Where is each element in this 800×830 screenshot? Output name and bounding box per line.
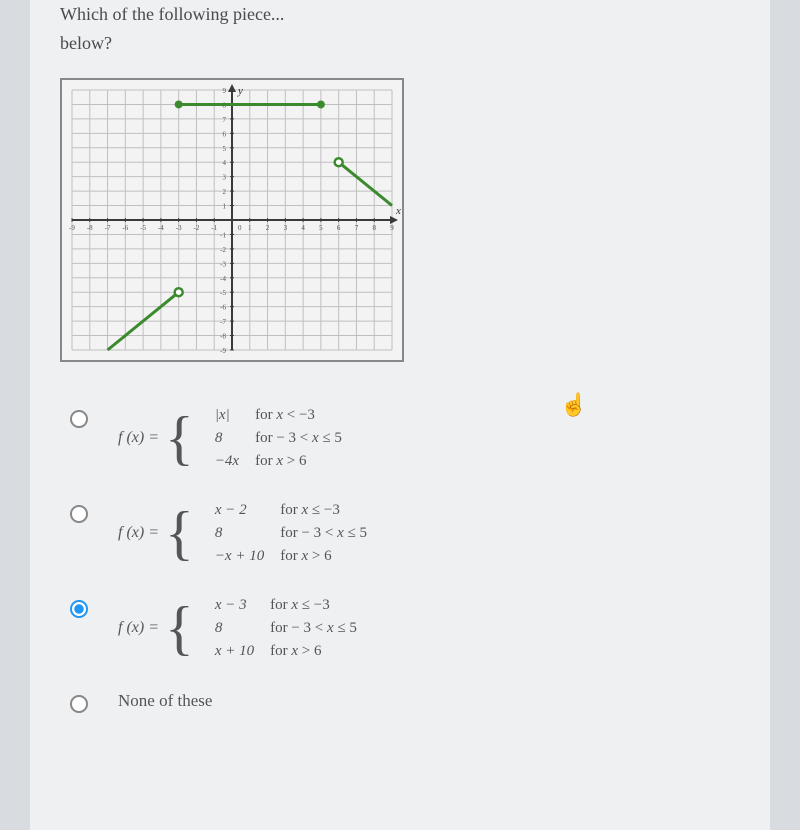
brace-icon: { <box>165 410 194 466</box>
svg-text:-6: -6 <box>220 303 226 311</box>
svg-text:7: 7 <box>223 115 227 123</box>
piece-cond: for x > 6 <box>254 452 343 471</box>
svg-text:9: 9 <box>390 224 394 232</box>
option-math-3: f (x) ={x − 3for x ≤ −38for − 3 < x ≤ 5x… <box>118 592 372 665</box>
svg-text:3: 3 <box>284 224 288 232</box>
svg-text:2: 2 <box>223 188 227 196</box>
fx-label: f (x) = <box>118 619 159 637</box>
fx-label: f (x) = <box>118 524 159 542</box>
svg-text:4: 4 <box>223 159 227 167</box>
svg-text:0: 0 <box>238 224 242 232</box>
piece-cond: for x ≤ −3 <box>279 501 368 520</box>
svg-text:-4: -4 <box>220 274 226 282</box>
pieces-table: x − 3 for x ≤ −3 8 for − 3 < x ≤ 5 x + 10 for… <box>200 592 372 665</box>
svg-text:-2: -2 <box>194 224 200 232</box>
svg-text:-8: -8 <box>87 224 93 232</box>
question-text: Which of the following piece... below? <box>60 0 740 58</box>
piece-expr: x − 3 <box>214 596 255 615</box>
none-label: None of these <box>118 691 212 711</box>
svg-text:5: 5 <box>223 144 227 152</box>
svg-text:-1: -1 <box>211 224 217 232</box>
cursor-pointer-icon: ☝ <box>560 392 587 418</box>
fx-label: f (x) = <box>118 429 159 447</box>
svg-text:-2: -2 <box>220 245 226 253</box>
svg-text:-7: -7 <box>220 318 226 326</box>
piece-cond: for x > 6 <box>269 642 358 661</box>
piece-expr: −x + 10 <box>214 547 265 566</box>
piece-cond: for x > 6 <box>279 547 368 566</box>
option-3[interactable]: f (x) ={x − 3for x ≤ −38for − 3 < x ≤ 5x… <box>70 592 740 665</box>
svg-text:6: 6 <box>223 130 227 138</box>
svg-text:7: 7 <box>355 224 359 232</box>
piece-cond: for − 3 < x ≤ 5 <box>254 429 343 448</box>
radio-option-1[interactable] <box>70 410 88 428</box>
svg-text:-8: -8 <box>220 332 226 340</box>
svg-text:-9: -9 <box>69 224 75 232</box>
svg-text:-7: -7 <box>105 224 111 232</box>
piece-expr: 8 <box>214 429 240 448</box>
pieces-table: |x| for x < −3 8 for − 3 < x ≤ 5 −4x for x > … <box>200 402 357 475</box>
question-line-1: Which of the following piece... <box>60 4 284 24</box>
svg-text:y: y <box>237 85 243 97</box>
svg-text:-3: -3 <box>176 224 182 232</box>
brace-icon: { <box>165 600 194 656</box>
svg-text:x: x <box>395 205 401 217</box>
piece-expr: 8 <box>214 524 265 543</box>
svg-text:9: 9 <box>223 87 227 95</box>
piece-cond: for − 3 < x ≤ 5 <box>279 524 368 543</box>
piece-cond: for x ≤ −3 <box>269 596 358 615</box>
radio-option-2[interactable] <box>70 505 88 523</box>
piece-expr: x + 10 <box>214 642 255 661</box>
piece-expr: x − 2 <box>214 501 265 520</box>
answer-options: f (x) = { |x| for x < −3 8 for − 3 < x ≤ 5 −4x… <box>70 402 740 713</box>
option-2[interactable]: f (x) = { x − 2 for x ≤ −3 8 for − 3 < x ≤ 5−… <box>70 497 740 570</box>
svg-text:4: 4 <box>301 224 305 232</box>
piece-expr: |x| <box>214 406 240 425</box>
piece-expr: −4x <box>214 452 240 471</box>
svg-text:-9: -9 <box>220 347 226 355</box>
svg-text:8: 8 <box>372 224 376 232</box>
svg-text:-6: -6 <box>122 224 128 232</box>
option-1[interactable]: f (x) = { |x| for x < −3 8 for − 3 < x ≤ 5 −4x… <box>70 402 740 475</box>
svg-text:5: 5 <box>319 224 323 232</box>
option-math-2: f (x) = { x − 2 for x ≤ −3 8 for − 3 < x ≤ 5−… <box>118 497 382 570</box>
svg-text:-5: -5 <box>140 224 146 232</box>
piece-cond: for x < −3 <box>254 406 343 425</box>
radio-option-3[interactable] <box>70 600 88 618</box>
piecewise-graph: -9 -8 -7 -6 -5 -4 -3 -2 -1 1 2 3 4 5 6 7 8 9 -9 -8 -7 -6 -5 -4 -… <box>60 78 404 362</box>
svg-text:-5: -5 <box>220 289 226 297</box>
pieces-table: x − 2 for x ≤ −3 8 for − 3 < x ≤ 5 −x + 10 fo… <box>200 497 382 570</box>
svg-text:1: 1 <box>248 224 252 232</box>
svg-text:-4: -4 <box>158 224 164 232</box>
question-line-2: below? <box>60 33 112 53</box>
radio-option-none[interactable] <box>70 695 88 713</box>
svg-text:1: 1 <box>223 202 227 210</box>
option-math-1: f (x) = { |x| for x < −3 8 for − 3 < x ≤ 5 −4x… <box>118 402 357 475</box>
svg-text:-1: -1 <box>220 231 226 239</box>
svg-text:2: 2 <box>266 224 270 232</box>
brace-icon: { <box>165 505 194 561</box>
svg-text:3: 3 <box>223 173 227 181</box>
piece-cond: for − 3 < x ≤ 5 <box>269 619 358 638</box>
option-none[interactable]: None of these <box>70 687 740 713</box>
svg-text:6: 6 <box>337 224 341 232</box>
svg-text:-3: -3 <box>220 260 226 268</box>
piece-expr: 8 <box>214 619 255 638</box>
